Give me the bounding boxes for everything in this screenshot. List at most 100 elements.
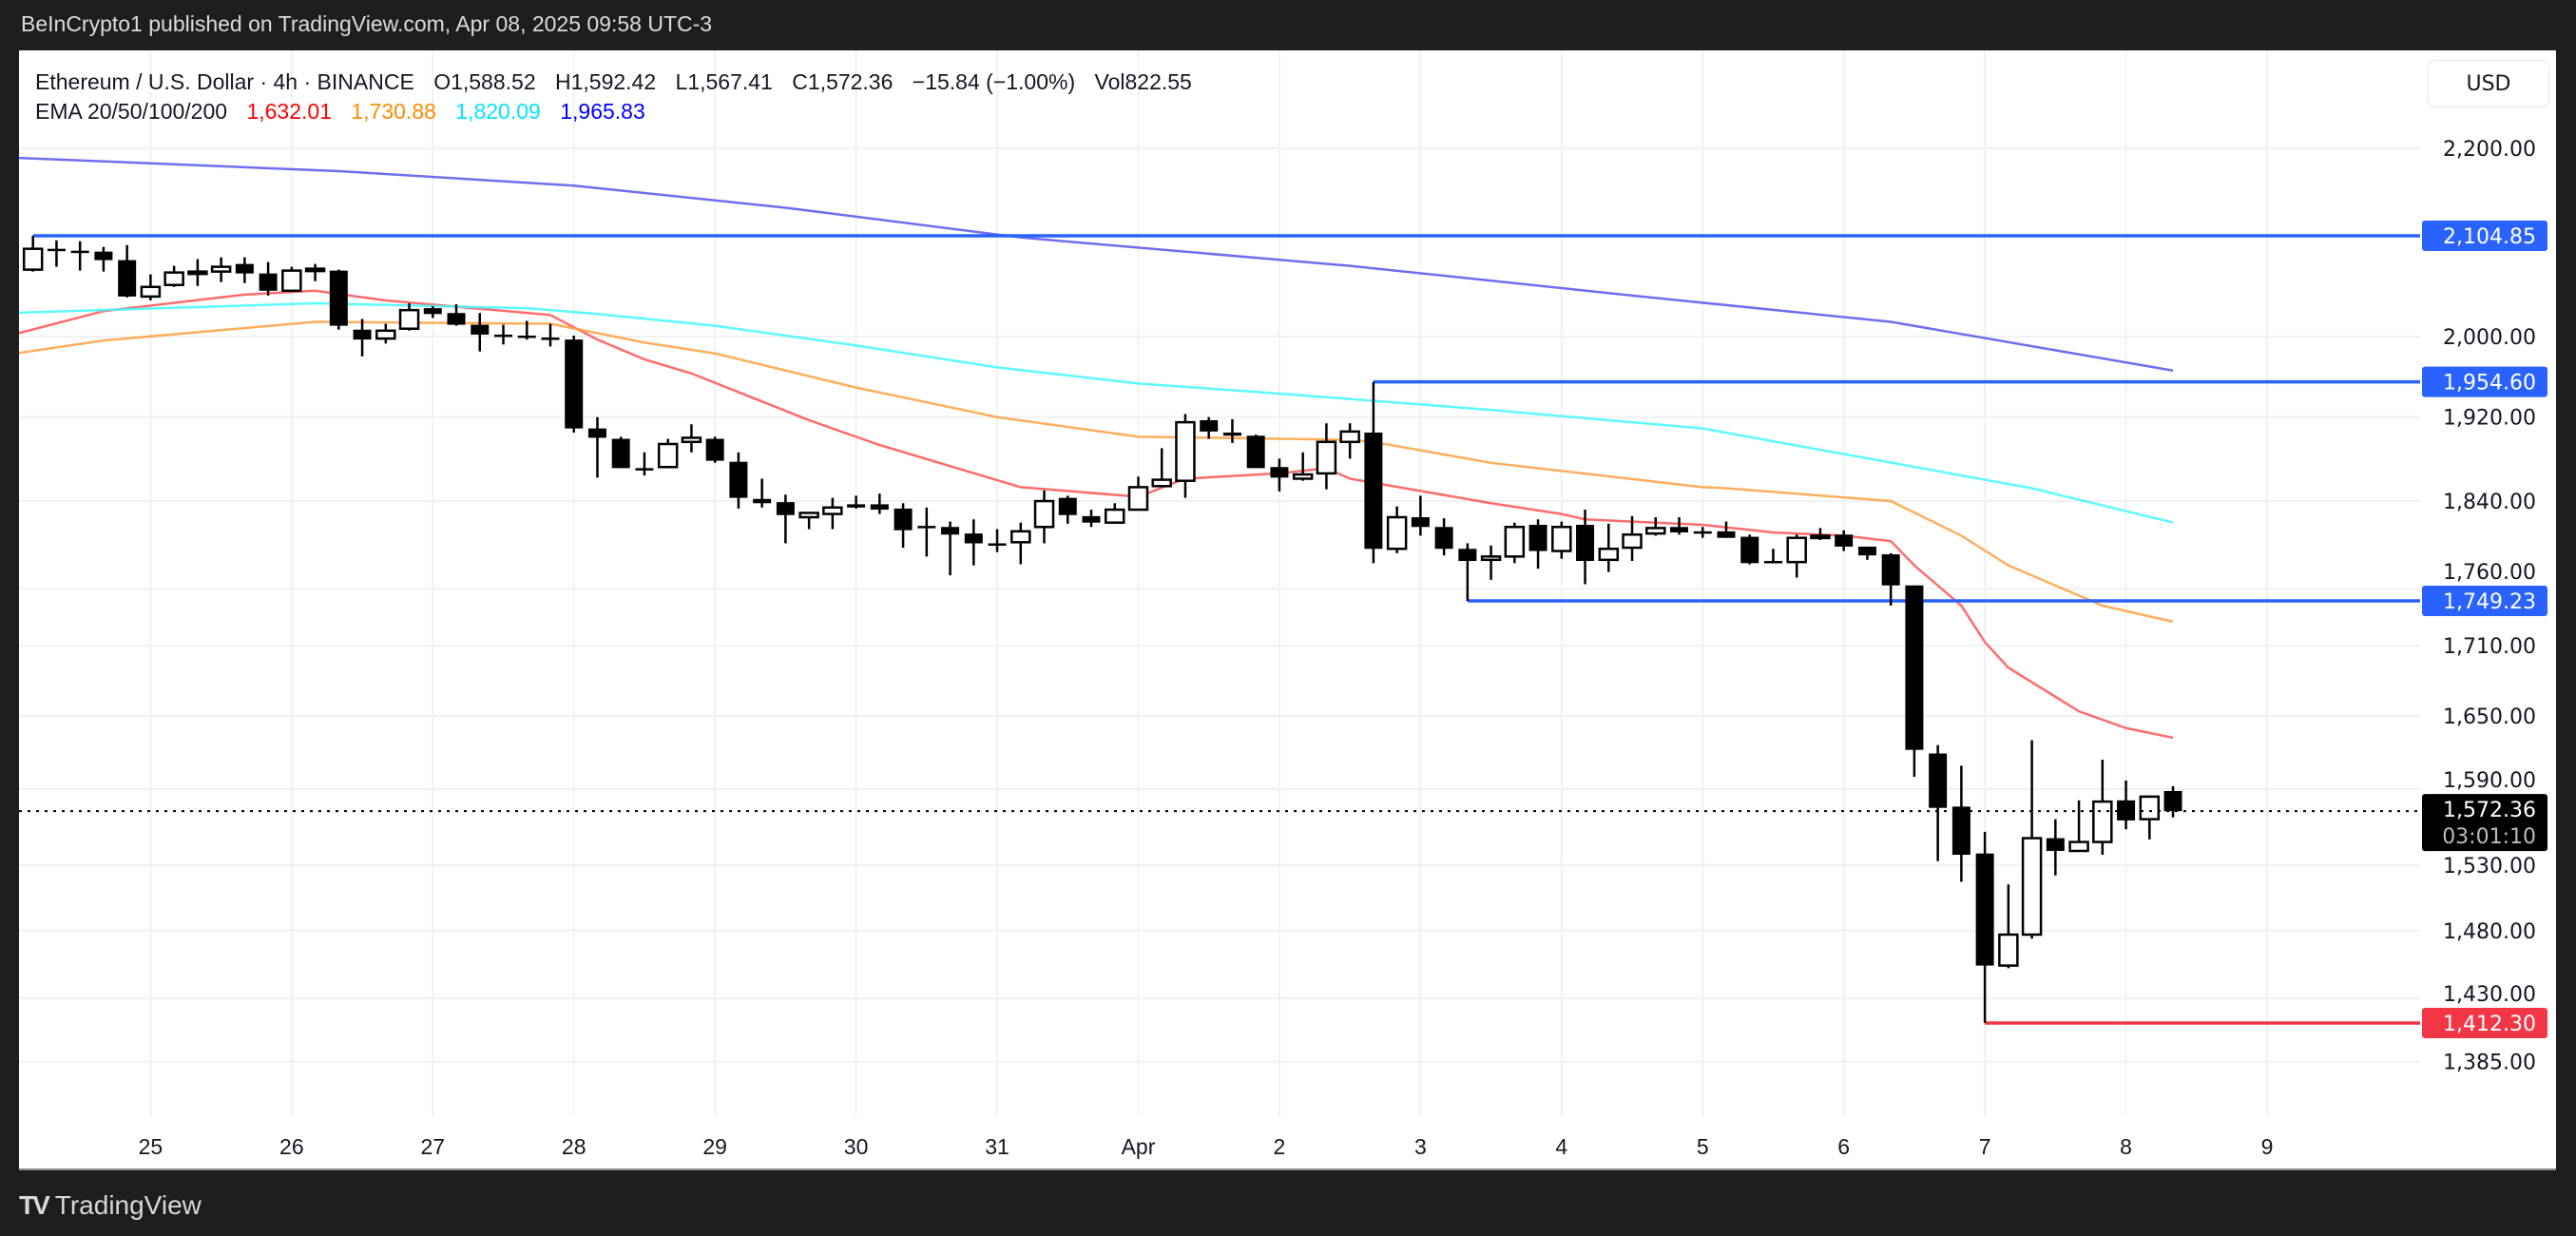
last-price-badge-bg [2422, 794, 2547, 852]
candle-body-bullish [375, 329, 396, 340]
candle [1339, 423, 1360, 459]
candle-body-bearish [729, 461, 748, 498]
candle [47, 240, 66, 267]
candle-body-bearish [494, 334, 512, 338]
candle-body-bullish [1622, 533, 1643, 550]
candle-body-bearish [1693, 531, 1712, 534]
candle [329, 269, 348, 330]
candle [917, 507, 936, 557]
last-price-badge-text: 1,572.36 [2443, 799, 2536, 822]
candle [398, 303, 420, 331]
level-badge: 1,954.60 [2422, 366, 2547, 397]
candle-body-bearish [1411, 517, 1430, 528]
candle [1905, 585, 1924, 778]
candle-body-bearish [329, 270, 348, 326]
candle [2021, 740, 2043, 939]
candle [1645, 517, 1666, 536]
level-badge-text: 2,104.85 [2443, 225, 2536, 249]
candle-body-bearish [1835, 534, 1854, 547]
ema-label[interactable]: EMA 20/50/100/200 [35, 99, 228, 124]
candle [1929, 744, 1948, 861]
symbol-title[interactable]: Ethereum / U.S. Dollar · 4h · BINANCE [35, 69, 414, 94]
price-tick-label: 2,000.00 [2443, 326, 2536, 350]
time-tick-label: 7 [1979, 1134, 1991, 1159]
candle-body-bullish [22, 247, 44, 271]
price-axis[interactable]: 2,200.00 2,000.00 1,920.00 1,840.00 1,760.00… [2443, 138, 2536, 1074]
candle-body-bearish [47, 248, 66, 252]
time-tick-label: 9 [2261, 1134, 2274, 1159]
time-tick-label: 30 [844, 1134, 869, 1159]
candle-body-bearish [1270, 467, 1289, 478]
candle [94, 246, 113, 272]
time-tick-label: 6 [1837, 1134, 1850, 1159]
candle-body-bullish [2139, 795, 2161, 821]
candle-body-bullish [1504, 526, 1526, 558]
candle-body-bearish [587, 428, 606, 438]
ohlc-legend: Ethereum / U.S. Dollar · 4h · BINANCE O1… [35, 69, 1205, 95]
candle-body-bearish [94, 251, 113, 261]
time-tick-label: 25 [139, 1134, 163, 1159]
tradingview-logo[interactable]: TV TradingView [19, 1190, 202, 1221]
candle-body-bearish [894, 508, 913, 531]
time-tick-label: 26 [279, 1134, 304, 1159]
candle-body-bearish [1717, 531, 1736, 538]
last-price-badge-text: 03:01:10 [2442, 825, 2536, 849]
candle [1082, 510, 1101, 528]
candle-body-bearish [541, 338, 560, 340]
level-badge-bg [2422, 585, 2547, 616]
level-badge-text: 1,412.30 [2443, 1013, 2536, 1036]
candle-body-bearish [118, 260, 137, 297]
candle [1598, 523, 1620, 572]
candle-body-bearish [1951, 806, 1970, 856]
candle-body-bearish [635, 468, 654, 471]
candle [163, 265, 184, 287]
level-badge-bg [2422, 220, 2547, 251]
candle [259, 261, 278, 296]
candle-body-bearish [1763, 560, 1782, 564]
candle-body-bullish [398, 308, 420, 330]
time-axis[interactable]: 25 26 27 28 29 30 31 Apr 2 3 4 5 6 7 8 9 [139, 1134, 2274, 1159]
candle [729, 452, 748, 509]
candle-body-bearish [1364, 432, 1383, 550]
candle [1480, 545, 1502, 580]
candle-body-bearish [471, 324, 490, 335]
candle [587, 416, 606, 478]
time-tick-label: 29 [702, 1134, 727, 1159]
price-tick-label: 1,530.00 [2443, 855, 2536, 879]
candle-body-bearish [988, 543, 1007, 546]
candle-body-bullish [1810, 534, 1831, 540]
candle-body-bullish [1551, 526, 1572, 552]
candle-body-bearish [517, 335, 536, 338]
candle [1551, 521, 1572, 559]
candle [541, 323, 560, 347]
candle [1670, 517, 1688, 535]
candle [1316, 423, 1337, 490]
level-badge: 1,412.30 [2422, 1007, 2547, 1038]
candle [1975, 831, 1994, 1023]
candle-body-bearish [353, 329, 372, 340]
candle-body-bearish [753, 498, 772, 504]
ohlc-open: O1,588.52 [433, 69, 536, 94]
level-badge-text: 1,954.60 [2443, 372, 2536, 396]
candle-body-bearish [447, 313, 466, 325]
candle [1127, 476, 1149, 512]
candle-body-bullish [1480, 555, 1502, 562]
candle-body-bearish [2163, 790, 2182, 812]
time-tick-label: 27 [420, 1134, 445, 1159]
candle-body-bullish [1786, 536, 1807, 564]
ema100-value: 1,820.09 [455, 99, 541, 124]
candle [753, 478, 772, 508]
candle-body-bullish [210, 265, 232, 273]
candle [471, 313, 490, 352]
candle-body-bearish [1458, 549, 1477, 561]
candle [1835, 530, 1854, 551]
currency-button[interactable]: USD [2428, 60, 2549, 107]
candle [2046, 819, 2065, 876]
candle [894, 503, 913, 549]
candle-body-bearish [705, 438, 724, 461]
candle [1364, 381, 1383, 564]
ohlc-change: −15.84 (−1.00%) [912, 69, 1076, 94]
level-lines [32, 234, 2420, 1025]
candle-body-bullish [304, 267, 326, 273]
